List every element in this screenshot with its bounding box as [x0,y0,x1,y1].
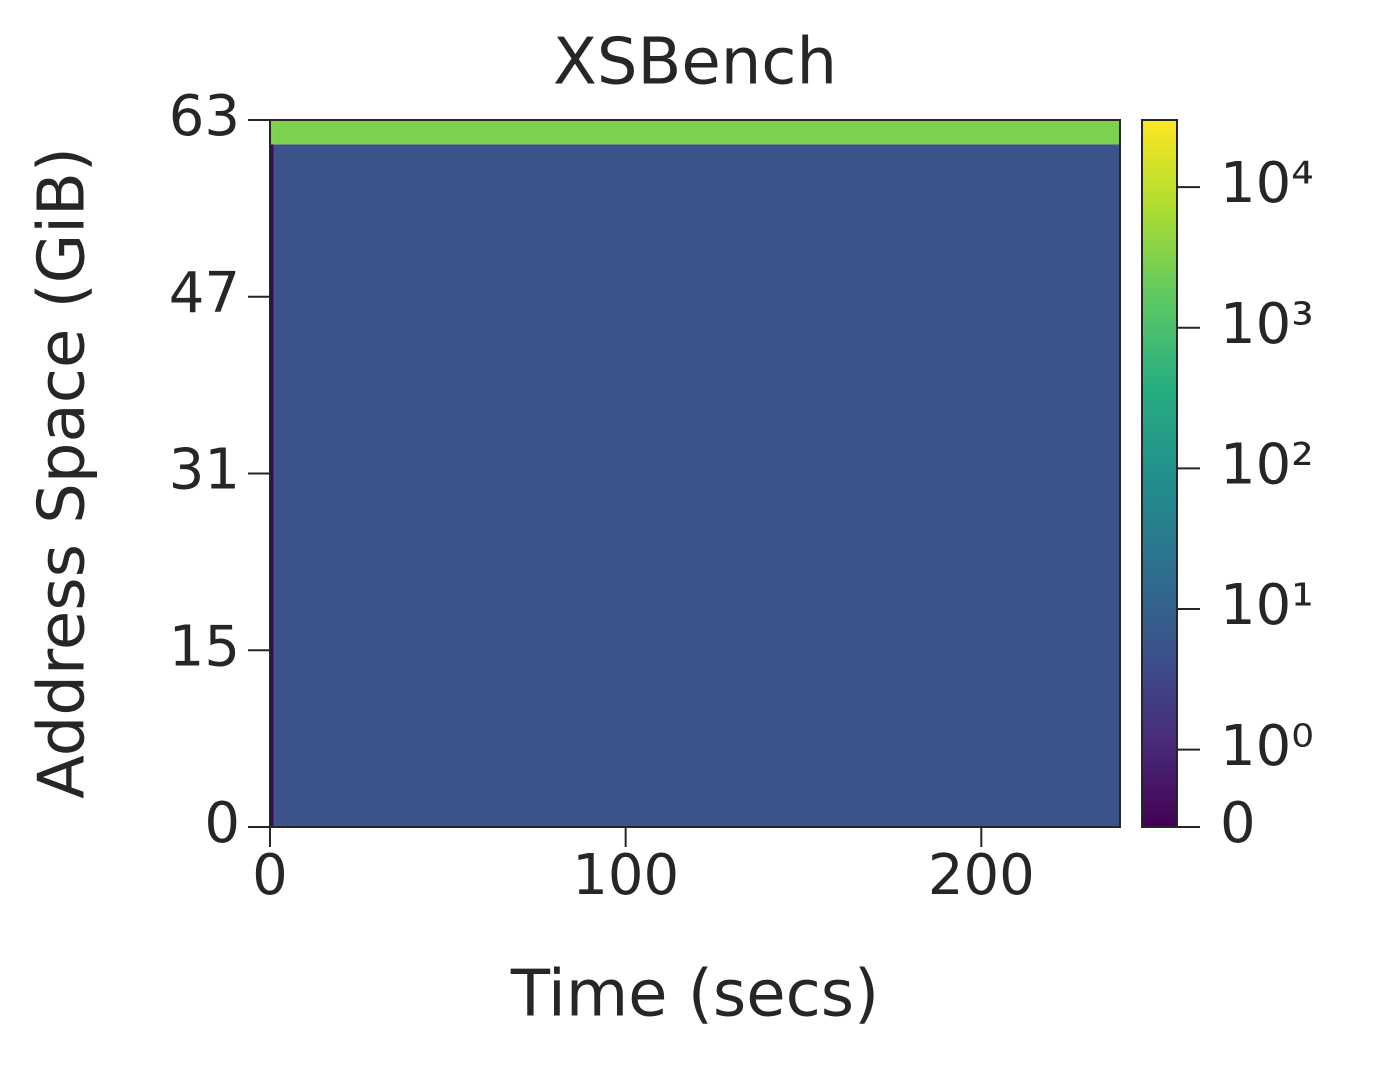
x-tick-label: 0 [252,843,288,908]
heatmap [270,120,1120,828]
x-tick-label: 200 [928,843,1035,908]
y-tick-label: 31 [169,438,240,503]
chart-title: XSBench [553,26,837,100]
heatmap-cell [273,120,1120,145]
colorbar-tick-label: 10⁴ [1220,151,1314,216]
colorbar-tick-label: 10⁰ [1220,714,1314,779]
y-tick-label: 0 [204,791,240,856]
heatmap-cell [273,144,1120,828]
y-axis-label: Address Space (GiB) [26,147,100,799]
colorbar-tick-label: 0 [1220,791,1256,856]
x-axis-label: Time (secs) [510,958,879,1032]
x-tick-label: 100 [572,843,679,908]
heatmap-cell [270,144,274,828]
colorbar-tick-label: 10³ [1220,292,1314,357]
heatmap-cell [270,120,274,145]
colorbar-tick-label: 10² [1220,433,1314,498]
colorbar-tick-label: 10¹ [1220,573,1314,638]
y-tick-label: 15 [169,614,240,679]
y-tick-label: 47 [169,261,240,326]
colorbar [1141,119,1178,828]
y-tick-label: 63 [169,84,240,149]
